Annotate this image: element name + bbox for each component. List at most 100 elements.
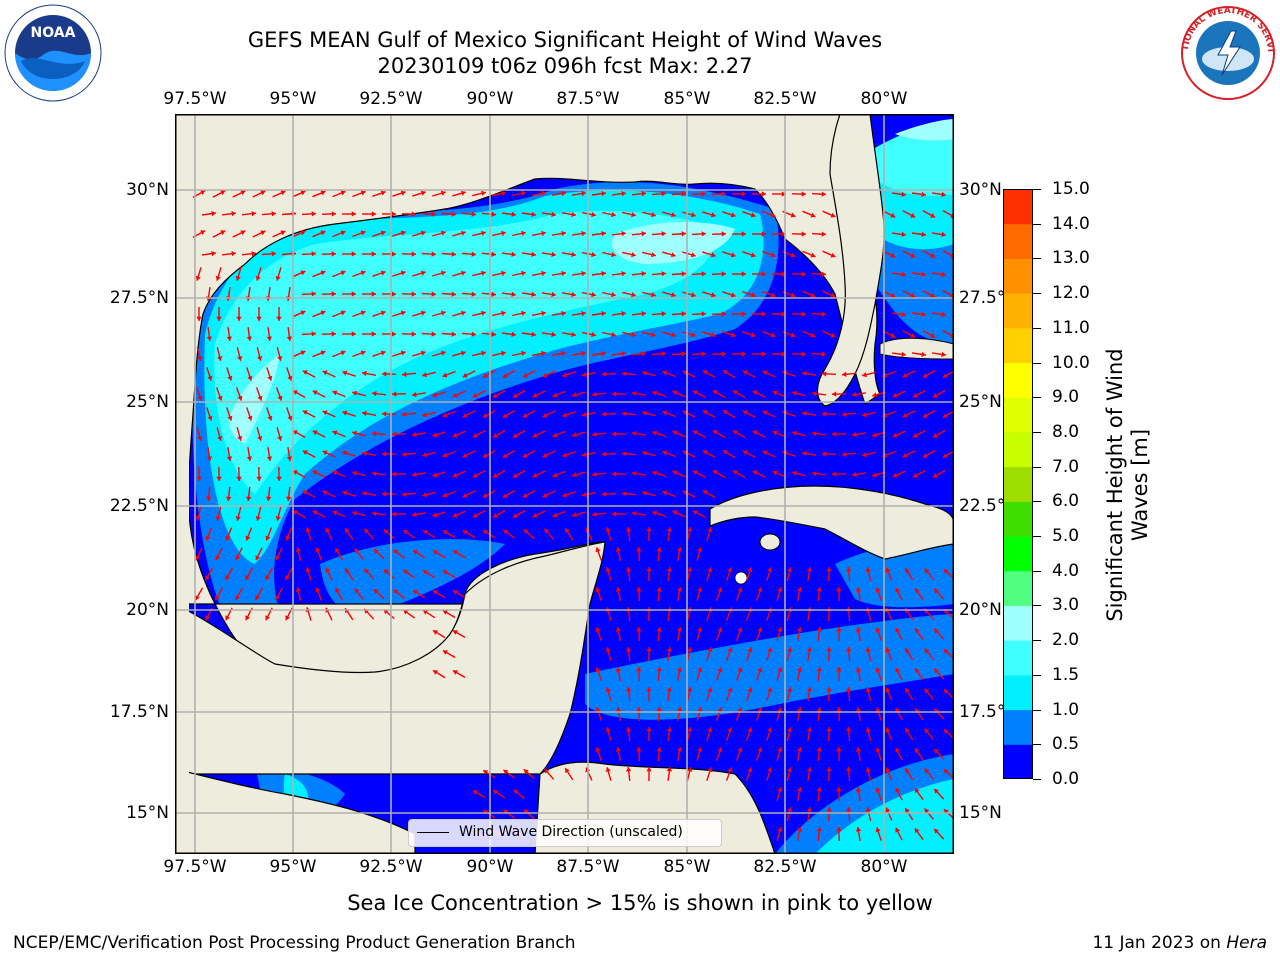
wind-wave-arrow-head [626, 767, 632, 772]
wind-wave-arrow-head [752, 430, 758, 436]
wind-wave-arrow-head [351, 211, 356, 217]
wind-wave-arrow-head [257, 356, 263, 361]
wind-wave-arrow-head [702, 450, 708, 455]
wind-wave-arrow-head [747, 767, 753, 773]
colorbar-tick-mark [1033, 258, 1041, 260]
wind-wave-arrow-head [403, 529, 409, 535]
wind-wave-arrow-head [311, 291, 316, 297]
wind-wave-arrow-head [492, 513, 498, 518]
wind-wave-arrow-head [790, 252, 796, 258]
wind-wave-arrow-head [285, 575, 290, 581]
wind-wave-arrow-head [942, 413, 948, 418]
wind-wave-arrow-head [302, 490, 308, 495]
wind-wave-arrow-head [440, 190, 446, 196]
wind-wave-arrow-head [461, 310, 466, 316]
wind-wave-arrow-head [565, 528, 570, 534]
nws-logo: NATIONAL WEATHER SERVICE [1176, 3, 1276, 101]
wind-wave-arrow-head [832, 391, 837, 397]
wind-wave-arrow-head [420, 190, 426, 196]
wind-wave-arrow-head [532, 392, 538, 398]
wind-wave-arrow-head [591, 211, 596, 218]
wind-wave-arrow-head [934, 588, 939, 594]
wind-wave-arrow-head [846, 767, 852, 772]
colorbar-segment [1003, 362, 1033, 398]
wind-wave-arrow-head [710, 332, 716, 338]
wind-wave-arrow-head [822, 411, 827, 417]
wind-wave-arrow-head [652, 470, 658, 476]
wind-wave-arrow-head [265, 575, 270, 581]
wind-wave-arrow-head [701, 271, 706, 277]
wind-wave-arrow-head [292, 390, 298, 395]
colorbar-tick-mark [1033, 640, 1041, 642]
wind-wave-arrow-head [276, 316, 282, 321]
wind-wave-arrow-head [796, 667, 803, 672]
lon-tick-top: 90°W [466, 89, 514, 109]
wind-wave-arrow-head [452, 392, 458, 398]
wind-wave-arrow-head [380, 270, 386, 276]
wind-wave-arrow-head [641, 311, 646, 317]
wind-wave-arrow-head [770, 252, 776, 258]
wind-wave-arrow-head [305, 527, 311, 533]
wind-wave-arrow-head [345, 528, 350, 534]
wind-wave-arrow-head [836, 827, 842, 832]
colorbar-tick-label: 5.0 [1052, 526, 1080, 547]
wind-wave-arrow-head [412, 431, 417, 438]
wind-wave-arrow-head [581, 190, 586, 197]
wind-wave-arrow-head [451, 291, 456, 297]
land-cuba [709, 485, 954, 560]
wind-wave-arrow-head [727, 687, 733, 693]
wind-wave-arrow-head [493, 790, 499, 795]
lat-tick-right: 15°N [959, 803, 1002, 823]
wind-wave-arrow-head [561, 230, 566, 237]
wind-wave-arrow-head [727, 647, 733, 653]
wind-wave-arrow-head [360, 310, 366, 316]
wind-wave-arrow-head [340, 230, 346, 236]
wind-wave-arrow-head [351, 251, 356, 257]
wind-wave-arrow-head [362, 490, 367, 497]
wind-wave-arrow-head [572, 512, 577, 518]
wave-band-1p5 [214, 210, 720, 494]
wind-wave-arrow-head [732, 390, 738, 395]
colorbar-segment [1003, 744, 1033, 779]
wind-wave-arrow-head [400, 310, 406, 316]
wind-wave-arrow-head [661, 351, 666, 357]
wind-wave-arrow-head [702, 370, 708, 375]
wind-wave-arrow-head [615, 587, 622, 592]
wind-wave-arrow-head [885, 727, 891, 733]
wind-wave-arrow-head [197, 395, 203, 401]
wind-wave-arrow-head [411, 291, 416, 297]
wind-wave-arrow-head [721, 311, 726, 317]
wind-wave-arrow-head [930, 293, 936, 298]
wind-wave-arrow-head [451, 211, 456, 217]
wind-wave-arrow-head [816, 627, 822, 632]
wind-wave-arrow-head [717, 667, 723, 673]
wind-wave-arrow-head [235, 516, 241, 521]
wind-wave-arrow-head [836, 707, 842, 712]
wind-wave-arrow-head [806, 807, 813, 812]
wind-wave-arrow-head [661, 231, 666, 237]
wind-wave-arrow-head [777, 707, 783, 713]
wind-wave-arrow-head [890, 212, 896, 218]
wind-wave-arrow-head [523, 529, 529, 535]
wind-wave-arrow-head [676, 627, 683, 632]
wind-wave-arrow-head [830, 292, 836, 298]
wind-wave-arrow-head [901, 231, 906, 237]
wind-wave-arrow-head [522, 373, 528, 378]
colorbar-tick-label: 0.5 [1052, 734, 1080, 755]
wind-wave-arrow-head [781, 231, 786, 237]
wind-wave-arrow-head [420, 350, 426, 356]
wind-wave-arrow-head [352, 510, 357, 516]
wind-wave-arrow-head [656, 667, 662, 672]
colorbar-tick-label: 0.0 [1052, 769, 1080, 789]
wind-wave-arrow-head [315, 547, 321, 553]
wind-wave-arrow-head [513, 789, 519, 795]
wind-wave-arrow-head [251, 251, 256, 257]
wind-wave-arrow-head [787, 687, 793, 692]
wind-wave-arrow-head [924, 688, 930, 694]
wind-wave-arrow-head [621, 231, 626, 237]
wind-wave-arrow-head [452, 432, 458, 438]
wind-wave-arrow-head [312, 430, 318, 436]
colorbar-tick-label: 2.0 [1052, 630, 1080, 651]
wind-wave-arrow-head [532, 472, 538, 478]
colorbar-tick-label: 9.0 [1052, 387, 1080, 408]
